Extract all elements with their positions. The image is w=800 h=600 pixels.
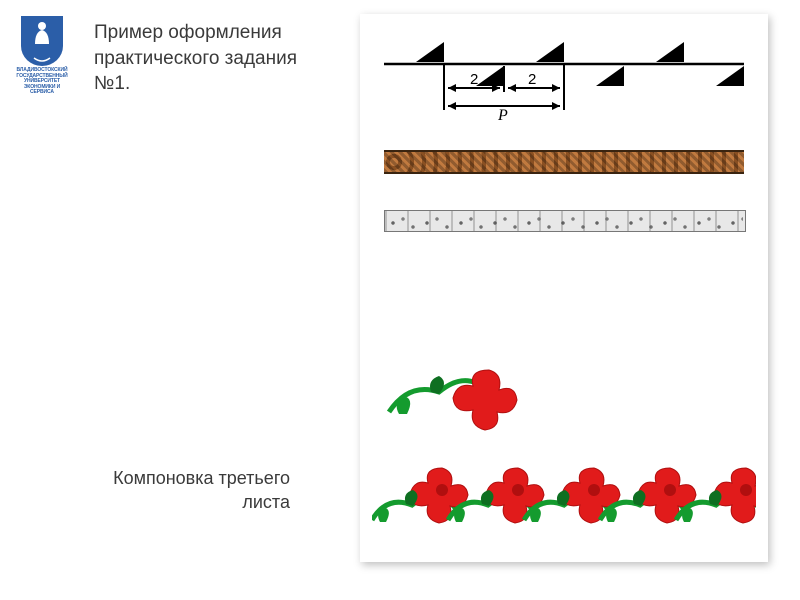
flower-border	[372, 454, 756, 550]
subtitle-line1: Компоновка третьего	[113, 468, 290, 488]
diagram-num-right: 2	[528, 71, 536, 88]
subtitle-line2: листа	[242, 492, 290, 512]
page-subtitle: Компоновка третьего листа	[90, 466, 290, 515]
diagram-num-left: 2	[470, 71, 478, 88]
ornament-strip-2	[384, 210, 746, 232]
title-line2: практического задания	[94, 48, 297, 69]
example-panel: 2 2 P	[360, 14, 768, 562]
logo-badge-icon	[19, 14, 65, 66]
title-line1: Пример оформления	[94, 22, 282, 43]
rapport-diagram: 2 2 P	[384, 32, 744, 122]
university-logo: ВЛАДИВОСТОКСКИЙ ГОСУДАРСТВЕННЫЙ УНИВЕРСИ…	[14, 14, 70, 96]
ornament-strip-1	[384, 150, 744, 174]
flower-single	[384, 362, 554, 452]
logo-caption: ВЛАДИВОСТОКСКИЙ ГОСУДАРСТВЕННЫЙ УНИВЕРСИ…	[14, 68, 70, 96]
diagram-period-label: P	[497, 107, 508, 122]
page-title: Пример оформления практического задания …	[94, 20, 334, 97]
title-line3: №1.	[94, 73, 130, 94]
